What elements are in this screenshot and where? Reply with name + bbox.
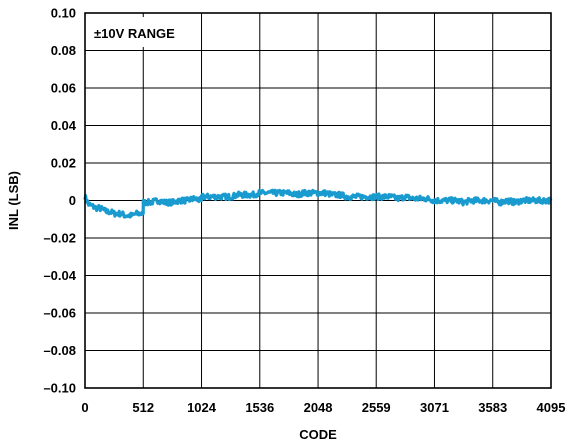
x-tick-label: 0 <box>81 400 88 415</box>
range-annotation: ±10V RANGE <box>94 26 175 41</box>
y-tick-label: –0.06 <box>43 306 76 321</box>
x-tick-label: 4095 <box>537 400 566 415</box>
y-tick-label: 0.10 <box>51 6 76 21</box>
x-tick-labels: 0 512 1024 1536 2048 2559 3071 3583 4095 <box>81 400 565 415</box>
x-tick-label: 1536 <box>245 400 274 415</box>
x-tick-label: 2048 <box>304 400 333 415</box>
x-tick-label: 3583 <box>478 400 507 415</box>
series-group <box>83 188 553 219</box>
x-axis-title: CODE <box>299 427 337 442</box>
y-tick-label: –0.10 <box>43 381 76 396</box>
x-tick-label: 1024 <box>187 400 217 415</box>
series-line-0 <box>83 188 553 219</box>
annotation-box <box>89 17 195 47</box>
y-tick-label: 0.08 <box>51 43 76 58</box>
y-tick-label: 0 <box>69 193 76 208</box>
x-tick-label: 2559 <box>362 400 391 415</box>
y-tick-label: –0.02 <box>43 231 76 246</box>
x-tick-label: 512 <box>132 400 154 415</box>
y-tick-label: –0.08 <box>43 343 76 358</box>
x-tick-label: 3071 <box>420 400 449 415</box>
grid-lines <box>84 12 552 389</box>
y-axis-title: INL (LSB) <box>6 171 21 230</box>
y-tick-label: 0.02 <box>51 156 76 171</box>
y-tick-label: 0.04 <box>51 118 77 133</box>
y-tick-label: 0.06 <box>51 81 76 96</box>
y-tick-labels: 0.10 0.08 0.06 0.04 0.02 0 –0.02 –0.04 –0.06 –0.0… <box>43 6 76 396</box>
plot-frame <box>84 12 552 389</box>
y-tick-label: –0.04 <box>43 268 76 283</box>
